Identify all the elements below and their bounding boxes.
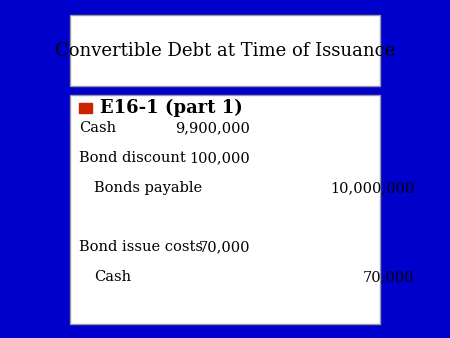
FancyBboxPatch shape — [70, 95, 380, 324]
Text: 70,000: 70,000 — [363, 270, 414, 284]
Text: E16-1 (part 1): E16-1 (part 1) — [100, 99, 243, 117]
Bar — [79, 103, 92, 113]
Text: Bond issue costs: Bond issue costs — [79, 240, 203, 255]
Text: 100,000: 100,000 — [189, 151, 250, 165]
Text: Cash: Cash — [94, 270, 131, 284]
Text: 10,000,000: 10,000,000 — [330, 181, 414, 195]
Text: Cash: Cash — [79, 121, 116, 136]
Text: Convertible Debt at Time of Issuance: Convertible Debt at Time of Issuance — [55, 42, 395, 60]
Text: 70,000: 70,000 — [198, 240, 250, 255]
FancyBboxPatch shape — [70, 15, 380, 86]
Text: Bonds payable: Bonds payable — [94, 181, 202, 195]
Text: Bond discount: Bond discount — [79, 151, 185, 165]
Text: 9,900,000: 9,900,000 — [175, 121, 250, 136]
